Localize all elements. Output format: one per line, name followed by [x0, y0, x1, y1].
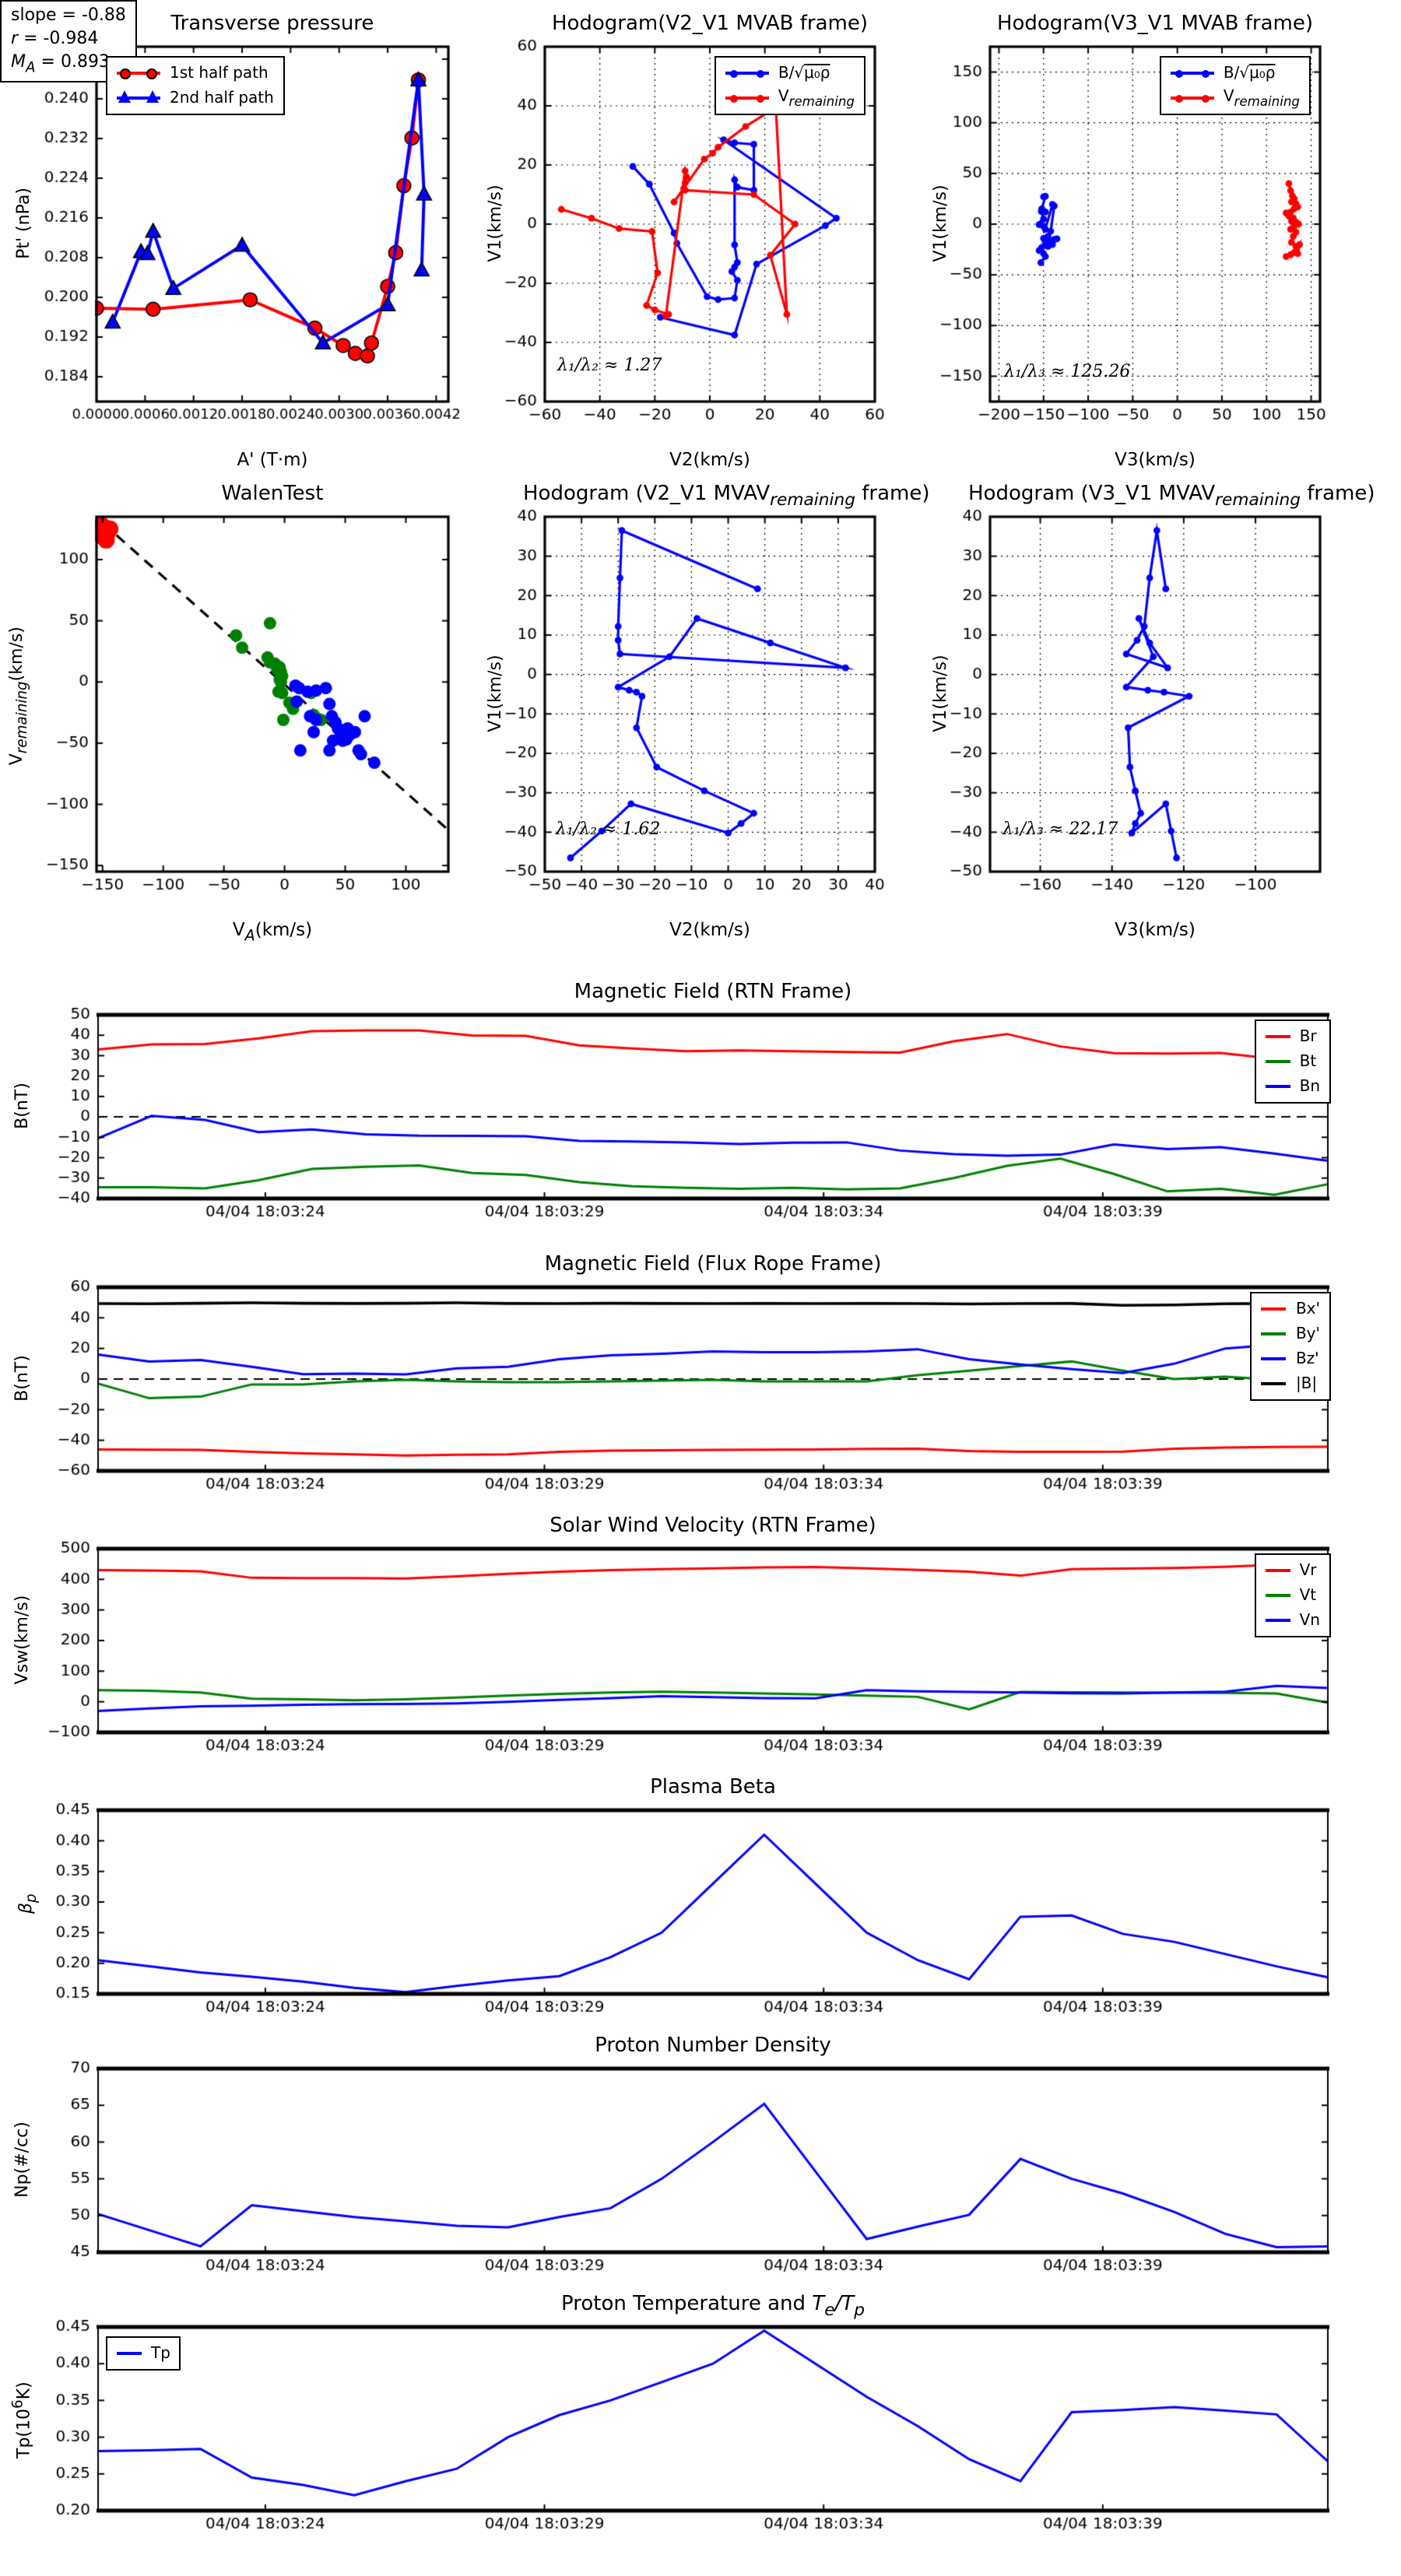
legend-item: Vremaining [1170, 86, 1300, 111]
legend-item: Vn [1265, 1608, 1320, 1633]
panel-title-solar-wind-velocity: Solar Wind Velocity (RTN Frame) [550, 1514, 876, 1538]
legend-label: Bx' [1295, 1300, 1320, 1318]
line-sample-icon [1265, 1059, 1290, 1064]
x-axis-label: V3(km/s) [1115, 918, 1196, 940]
legend-item: 1st half path [117, 61, 274, 86]
legend-proton-temperature: Tp [106, 2336, 181, 2371]
y-axis-label: V1(km/s) [485, 655, 505, 732]
legend-item: By' [1261, 1321, 1320, 1346]
legend-hodogram-v3v1: B/√μ₀ρ Vremaining [1159, 56, 1311, 115]
x-axis-label: V3(km/s) [1115, 448, 1196, 470]
legend-label: Tp [151, 2345, 170, 2362]
legend-label: B/√μ₀ρ [778, 65, 830, 82]
x-axis-label: A' (T·m) [237, 448, 308, 470]
line-sample-icon [1261, 1332, 1287, 1336]
legend-item: Bx' [1261, 1297, 1320, 1321]
triangle-line-marker-icon [117, 90, 160, 103]
legend-item: Vt [1265, 1583, 1320, 1608]
legend-label: Bz' [1295, 1350, 1319, 1367]
lambda-ratio-annotation: λ₁/λ₃ ≈ 22.17 [1002, 819, 1118, 839]
line-sample-icon [1265, 1618, 1290, 1623]
dot-line-marker-icon [1170, 69, 1214, 77]
legend-label: Bt [1299, 1053, 1317, 1070]
panel-title-proton-temperature: Proton Temperature and Te/Tp [561, 2293, 865, 2321]
legend-hodogram-v2v1: B/√μ₀ρ Vremaining [714, 56, 866, 115]
dot-line-marker-icon [1170, 94, 1214, 102]
panel-title-hodogram-v3v1-mvab: Hodogram(V3_V1 MVAB frame) [996, 12, 1314, 36]
legend-item: |B| [1261, 1371, 1320, 1396]
legend-item: Br [1265, 1024, 1320, 1049]
legend-label: |B| [1295, 1375, 1318, 1392]
walen-ma-value: MA = 0.893 [11, 51, 110, 77]
walen-slope-value: slope = -0.88 [11, 5, 126, 25]
line-sample-icon [1265, 1084, 1290, 1089]
legend-label: Vremaining [1223, 88, 1300, 108]
panel-title-hodogram-v2v1-mvab: Hodogram(V2_V1 MVAB frame) [551, 12, 869, 36]
lambda-ratio-annotation: λ₁/λ₂ ≈ 1.27 [557, 355, 662, 375]
panel-title-magnetic-field-rtn: Magnetic Field (RTN Frame) [574, 981, 852, 1004]
legend-label: Bn [1299, 1078, 1320, 1095]
legend-item: Bn [1265, 1074, 1320, 1099]
dot-line-marker-icon [725, 69, 769, 77]
legend-label: By' [1295, 1325, 1320, 1342]
line-sample-icon [1261, 1356, 1287, 1361]
legend-label: 2nd half path [170, 89, 274, 107]
circle-line-marker-icon [117, 68, 160, 79]
dot-line-marker-icon [725, 94, 769, 102]
panel-title-walen-test: WalenTest [221, 483, 324, 506]
legend-transverse-pressure: 1st half path 2nd half path [106, 56, 285, 115]
legend-magnetic-field-rtn: Br Bt Bn [1254, 1020, 1331, 1104]
legend-label: Vremaining [778, 88, 855, 108]
panel-title-plasma-beta: Plasma Beta [650, 1776, 776, 1799]
legend-label: Br [1299, 1028, 1317, 1045]
legend-label: 1st half path [170, 65, 269, 82]
legend-label: Vr [1299, 1562, 1317, 1579]
line-sample-icon [1265, 1593, 1290, 1598]
panel-title-magnetic-field-flux-rope: Magnetic Field (Flux Rope Frame) [544, 1253, 882, 1276]
walen-r-value: r = -0.984 [11, 28, 99, 48]
legend-item: B/√μ₀ρ [725, 61, 855, 86]
legend-label: Vn [1299, 1612, 1320, 1629]
legend-item: Bt [1265, 1049, 1320, 1074]
legend-solar-wind-velocity: Vr Vt Vn [1254, 1553, 1331, 1637]
x-axis-label: V2(km/s) [669, 918, 750, 940]
panel-title-hodogram-v2v1-mvav: Hodogram (V2_V1 MVAVremaining frame) [523, 483, 930, 511]
y-axis-label: Tp(106K) [9, 2381, 34, 2458]
y-axis-label: V1(km/s) [930, 184, 950, 262]
legend-item: 2nd half path [117, 86, 274, 111]
panel-title-hodogram-v3v1-mvav: Hodogram (V3_V1 MVAVremaining frame) [968, 483, 1375, 511]
legend-item: Bz' [1261, 1346, 1320, 1371]
legend-magnetic-field-flux-rope: Bx' By' Bz' |B| [1250, 1292, 1331, 1401]
legend-item: Vremaining [725, 86, 855, 111]
line-sample-icon [1261, 1307, 1287, 1311]
y-axis-label: Pt' (nPa) [13, 188, 33, 259]
line-sample-icon [117, 2351, 142, 2356]
panel-title-proton-number-density: Proton Number Density [595, 2034, 831, 2058]
y-axis-label: V1(km/s) [485, 184, 505, 262]
line-sample-icon [1265, 1568, 1290, 1573]
panel-title-transverse-pressure: Transverse pressure [170, 12, 374, 36]
x-axis-label: V2(km/s) [669, 448, 750, 470]
lambda-ratio-annotation: λ₁/λ₂ ≈ 1.62 [556, 819, 661, 839]
legend-label: B/√μ₀ρ [1223, 65, 1276, 82]
legend-item: Tp [117, 2341, 170, 2366]
y-axis-label: Vremaining(km/s) [5, 626, 32, 766]
y-axis-label: B(nT) [12, 1083, 32, 1129]
line-sample-icon [1261, 1381, 1287, 1386]
y-axis-label: V1(km/s) [930, 655, 950, 732]
x-axis-label: VA(km/s) [232, 918, 313, 946]
line-sample-icon [1265, 1034, 1290, 1039]
legend-label: Vt [1299, 1587, 1317, 1604]
legend-item: B/√μ₀ρ [1170, 61, 1300, 86]
legend-item: Vr [1265, 1558, 1320, 1583]
lambda-ratio-annotation: λ₁/λ₃ ≈ 125.26 [1004, 361, 1131, 381]
walen-fit-infobox: slope = -0.88 r = -0.984 MA = 0.893 [0, 0, 137, 83]
